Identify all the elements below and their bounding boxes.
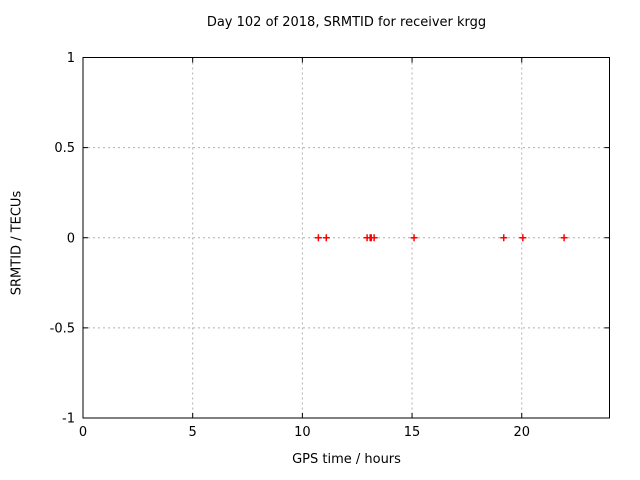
x-axis-label: GPS time / hours <box>292 452 401 467</box>
x-tick-label: 5 <box>189 425 197 440</box>
y-tick-label: -1 <box>62 412 75 427</box>
x-tick-label: 0 <box>79 425 87 440</box>
x-tick-label: 10 <box>294 425 311 440</box>
y-tick-label: 0 <box>67 231 75 246</box>
chart-title: Day 102 of 2018, SRMTID for receiver krg… <box>206 15 487 30</box>
x-tick-label: 20 <box>513 425 530 440</box>
plot-border <box>82 57 610 419</box>
x-tick-label: 15 <box>404 425 421 440</box>
y-tick-label: 0.5 <box>54 141 75 156</box>
y-tick-label: 1 <box>67 51 75 66</box>
y-tick-label: -0.5 <box>50 321 75 336</box>
